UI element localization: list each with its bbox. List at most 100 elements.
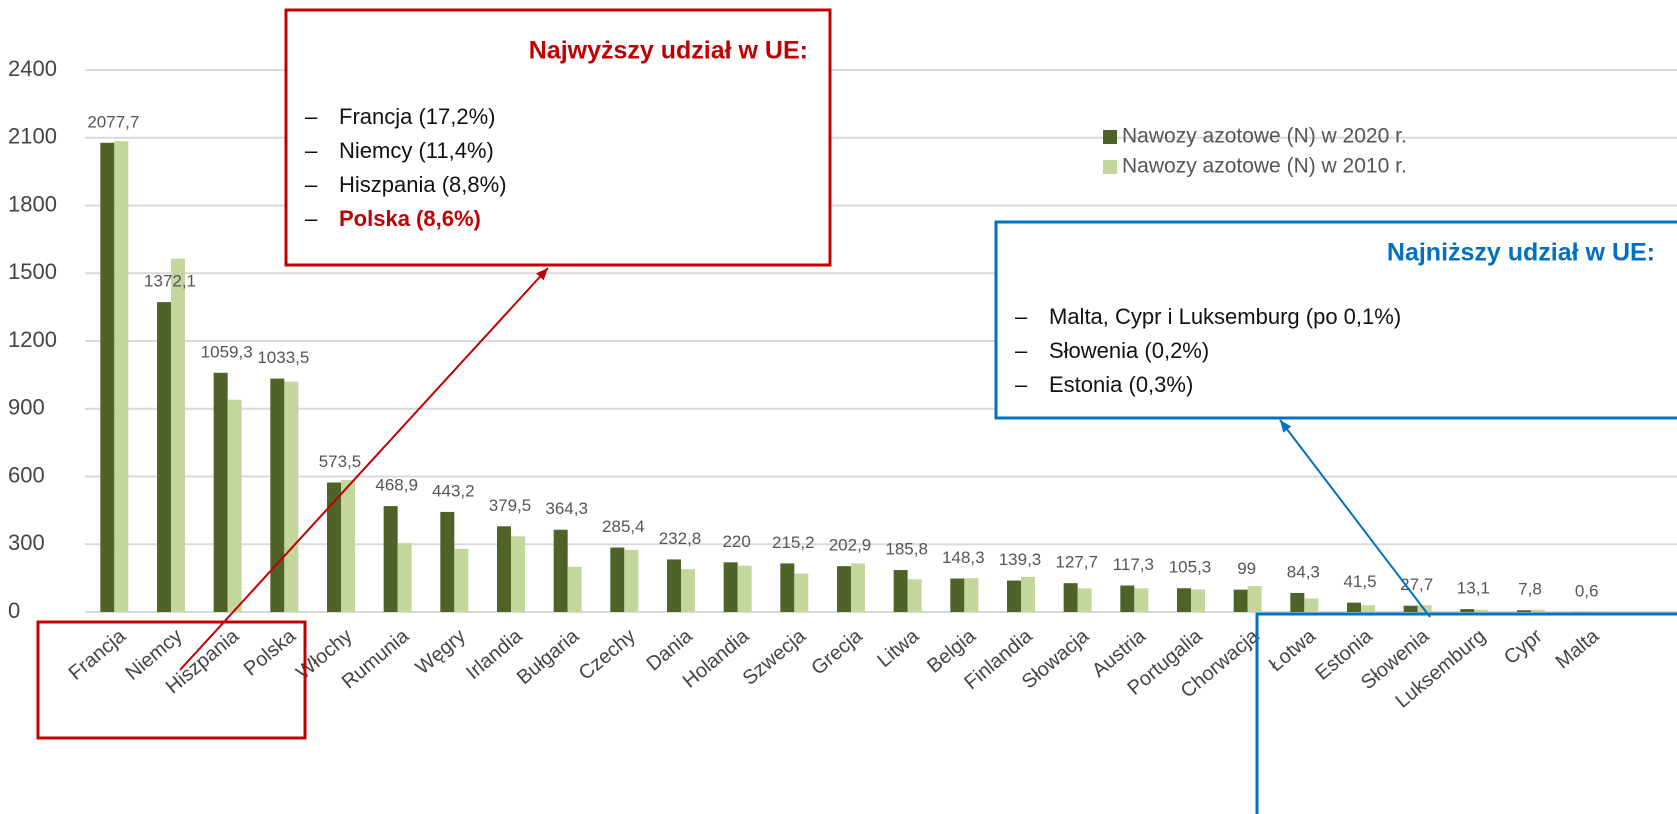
bar: [907, 579, 922, 612]
bar: [100, 142, 115, 613]
bar: [227, 399, 242, 612]
bar: [567, 566, 582, 612]
bar: [1304, 598, 1319, 612]
x-tick-label: Czechy: [575, 625, 640, 685]
bar: [383, 506, 398, 612]
annotation-title: Najniższy udział w UE:: [1387, 239, 1655, 267]
annotation-item: Malta, Cypr i Luksemburg (po 0,1%): [1049, 304, 1401, 329]
bar: [1347, 602, 1361, 612]
bar: [1460, 609, 1475, 612]
bar: [681, 569, 695, 612]
value-label: 105,3: [1169, 558, 1212, 577]
y-tick-label: 2100: [8, 124, 57, 149]
bar: [837, 566, 851, 612]
value-label: 127,7: [1055, 553, 1098, 572]
value-label: 185,8: [885, 540, 928, 559]
y-tick-label: 2400: [8, 56, 57, 81]
bar: [624, 549, 639, 612]
arrow: [179, 267, 549, 671]
bar: [114, 141, 129, 612]
bullet: –: [1015, 338, 1028, 363]
bar: [667, 559, 681, 612]
value-label: 99: [1237, 559, 1256, 578]
annotation-item: Estonia (0,3%): [1049, 372, 1193, 397]
value-label: 84,3: [1287, 562, 1320, 581]
bar: [341, 479, 355, 612]
bar: [1077, 588, 1092, 612]
y-tick-label: 1200: [8, 327, 57, 352]
value-label: 2077,7: [87, 112, 139, 131]
bar: [553, 529, 568, 612]
annotation-item: Hiszpania (8,8%): [339, 172, 507, 197]
category-highlight: [1255, 612, 1677, 814]
bar: [1517, 610, 1531, 612]
value-label: 0,6: [1575, 581, 1599, 600]
bullet: –: [305, 138, 318, 163]
bar: [1120, 585, 1135, 612]
value-label: 117,3: [1113, 555, 1154, 574]
value-label: 139,3: [999, 550, 1042, 569]
bullet: –: [1015, 304, 1028, 329]
bullet: –: [1015, 372, 1028, 397]
bar: [794, 573, 809, 612]
bar: [1021, 576, 1035, 612]
legend-swatch: [1103, 160, 1117, 174]
value-label: 202,9: [829, 536, 872, 555]
bar: [1531, 609, 1545, 612]
y-tick-label: 600: [8, 462, 45, 487]
bar: [1007, 580, 1021, 612]
bar: [327, 482, 341, 612]
x-tick-label: Bułgaria: [513, 624, 584, 689]
value-label: 364,3: [545, 499, 588, 518]
x-tick-label: Szwecja: [739, 624, 811, 689]
y-tick-label: 900: [8, 395, 45, 420]
value-label: 379,5: [489, 496, 532, 515]
arrow: [1279, 419, 1431, 618]
bar: [723, 562, 738, 612]
value-label: 41,5: [1343, 572, 1376, 591]
annotation-box: [994, 220, 1677, 420]
bar: [1361, 605, 1375, 612]
bar: [1134, 588, 1149, 612]
arrow-head: [1280, 420, 1292, 433]
value-label: 148,3: [942, 548, 985, 567]
bar: [737, 565, 752, 612]
x-tick-label: Litwa: [873, 624, 924, 671]
bar: [1191, 589, 1205, 612]
bar: [1403, 605, 1418, 612]
bar: [171, 258, 185, 612]
y-tick-label: 1500: [8, 259, 57, 284]
legend-label: Nawozy azotowe (N) w 2010 r.: [1122, 155, 1407, 178]
annotation-item: Słowenia (0,2%): [1049, 338, 1209, 363]
value-label: 1059,3: [201, 342, 253, 361]
y-tick-label: 300: [8, 530, 45, 555]
x-tick-label: Cypr: [1500, 625, 1547, 669]
annotation-item: Francja (17,2%): [339, 104, 496, 129]
arrow-head: [536, 268, 548, 281]
x-tick-label: Grecja: [807, 624, 867, 679]
bar: [213, 372, 228, 612]
value-label: 1033,5: [257, 348, 309, 367]
value-label: 443,2: [432, 481, 475, 500]
legend-label: Nawozy azotowe (N) w 2020 r.: [1122, 125, 1407, 148]
category-highlight: [36, 620, 307, 740]
bullet: –: [305, 206, 318, 231]
value-label: 7,8: [1518, 580, 1542, 599]
y-tick-label: 1800: [8, 191, 57, 216]
bar: [511, 536, 525, 612]
annotation-title: Najwyższy udział w UE:: [529, 37, 808, 65]
bar: [454, 548, 469, 612]
x-tick-label: Polska: [240, 624, 301, 680]
value-label: 468,9: [375, 476, 418, 495]
bar: [1063, 583, 1078, 612]
bar: [497, 526, 511, 612]
annotation-item: Polska (8,6%): [339, 206, 481, 231]
value-label: 232,8: [659, 529, 702, 548]
value-label: 1372,1: [144, 272, 196, 291]
bar: [157, 302, 171, 612]
bar: [610, 547, 625, 612]
y-tick-label: 0: [8, 598, 20, 623]
bar: [1474, 609, 1489, 612]
bar: [1177, 588, 1191, 612]
